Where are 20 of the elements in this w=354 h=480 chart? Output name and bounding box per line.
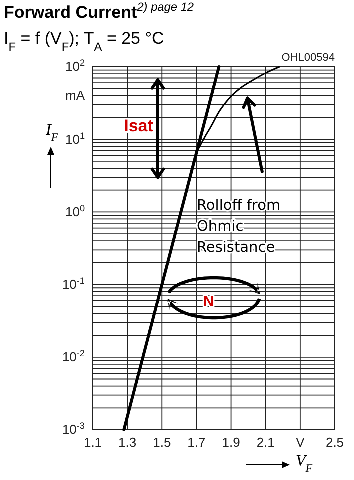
- y-axis-title: I$_{F}$: [45, 122, 58, 144]
- y-tick-label: 10$^{0}$: [65, 203, 85, 220]
- x-tick-label: 2.1: [256, 435, 275, 450]
- y-tick-label: 10$^{-1}$: [62, 276, 85, 292]
- y-tick-label: 10$^{1}$: [65, 130, 85, 147]
- y-tick-label: 10$^{2}$: [65, 58, 85, 74]
- x-tick-label: 1.3: [118, 435, 137, 450]
- x-tick-label: 1.9: [222, 435, 240, 450]
- text: OHL00594: [282, 52, 335, 64]
- x-tick-label: 2.5: [326, 435, 344, 450]
- x-axis-title: V$_{F}$: [296, 453, 313, 475]
- y-tick-label: mA: [66, 88, 86, 104]
- y-tick-label: 10$^{-2}$: [62, 348, 85, 365]
- x-tick-label: V: [296, 435, 306, 450]
- x-tick-label: 1.1: [84, 435, 102, 450]
- x-tick-label: 1.7: [188, 435, 206, 450]
- x-tick-label: 1.5: [153, 435, 172, 450]
- chart-subtitle: I$_{F}$ = f (V$_{F}$); T$_{A}$ = 25 °C: [4, 29, 164, 54]
- chart-title: Forward Current$^{2) page 12}$: [4, 0, 194, 22]
- y-tick-label: 10$^{-3}$: [62, 421, 85, 438]
